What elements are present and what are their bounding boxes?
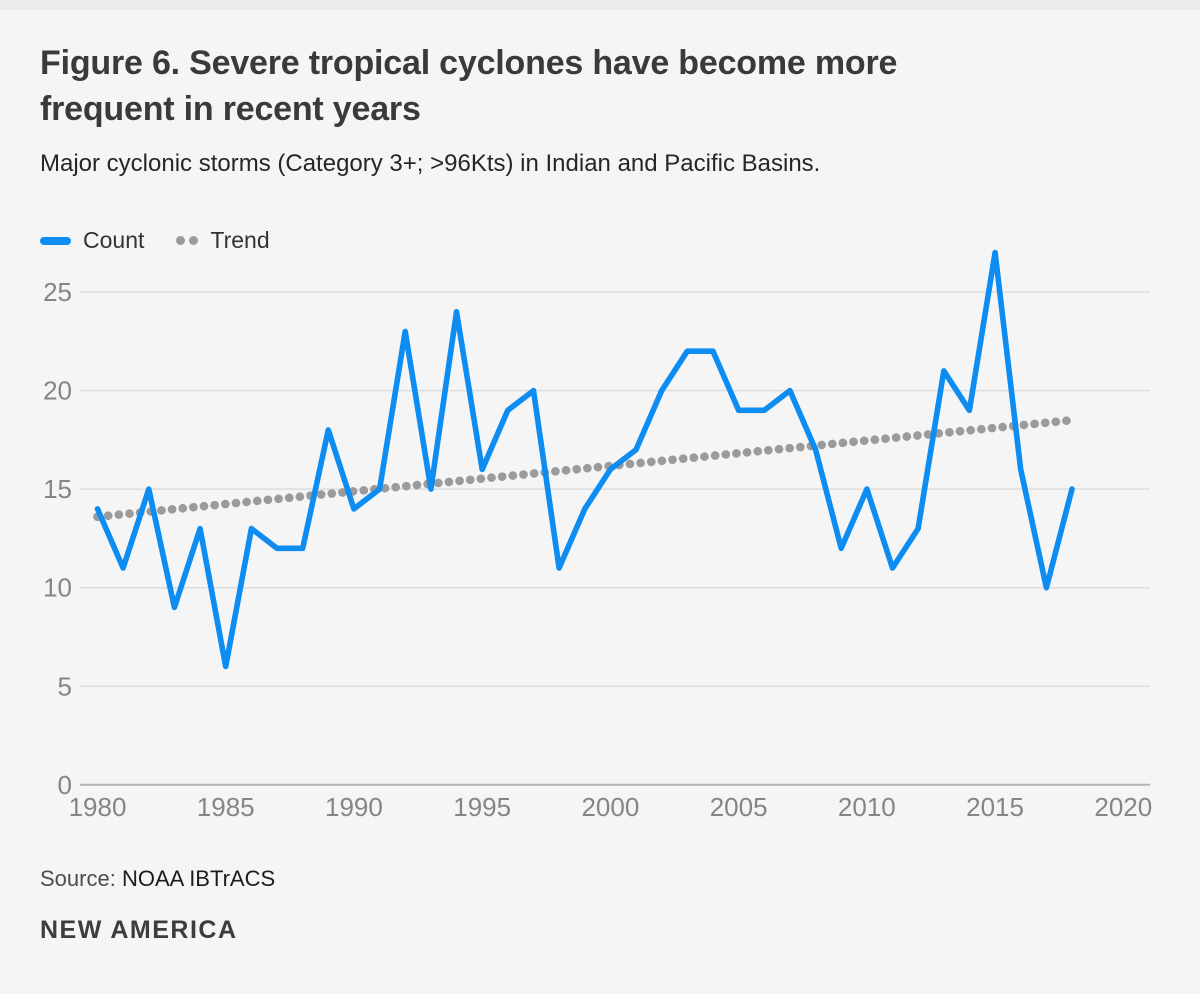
source-label: Source: — [40, 866, 116, 891]
trend-line — [93, 415, 1077, 522]
chart-title: Figure 6. Severe tropical cyclones have … — [40, 40, 1100, 132]
trend-dots-swatch-icon — [176, 236, 199, 245]
y-tick-label: 0 — [58, 770, 72, 800]
x-tick-label: 1980 — [69, 792, 127, 822]
source-note: Source: NOAA IBTrACS — [40, 866, 275, 892]
legend-label-count: Count — [83, 227, 145, 253]
new-america-logo: NEW AMERICA — [40, 916, 238, 944]
y-tick-label: 25 — [43, 277, 72, 307]
x-tick-label: 2000 — [581, 792, 639, 822]
top-strip — [0, 0, 1200, 10]
x-tick-label: 2015 — [966, 792, 1024, 822]
y-tick-label: 15 — [43, 474, 72, 504]
x-tick-label: 1995 — [453, 792, 511, 822]
x-tick-label: 2010 — [838, 792, 896, 822]
y-tick-label: 5 — [58, 671, 72, 701]
y-tick-label: 10 — [43, 573, 72, 603]
x-tick-label: 2020 — [1094, 792, 1152, 822]
legend: Count Trend — [40, 227, 270, 254]
chart-title-line2: frequent in recent years — [40, 90, 421, 128]
count-line-swatch-icon — [40, 236, 71, 245]
chart-subtitle: Major cyclonic storms (Category 3+; >96K… — [40, 150, 821, 177]
x-tick-label: 1985 — [197, 792, 255, 822]
count-line — [94, 249, 1075, 670]
chart-title-line1: Figure 6. Severe tropical cyclones have … — [40, 44, 898, 82]
source-value: NOAA IBTrACS — [121, 866, 276, 891]
x-tick-label: 2005 — [710, 792, 768, 822]
legend-label-trend: Trend — [210, 227, 270, 253]
x-tick-label: 1990 — [325, 792, 383, 822]
y-tick-label: 20 — [43, 376, 72, 406]
